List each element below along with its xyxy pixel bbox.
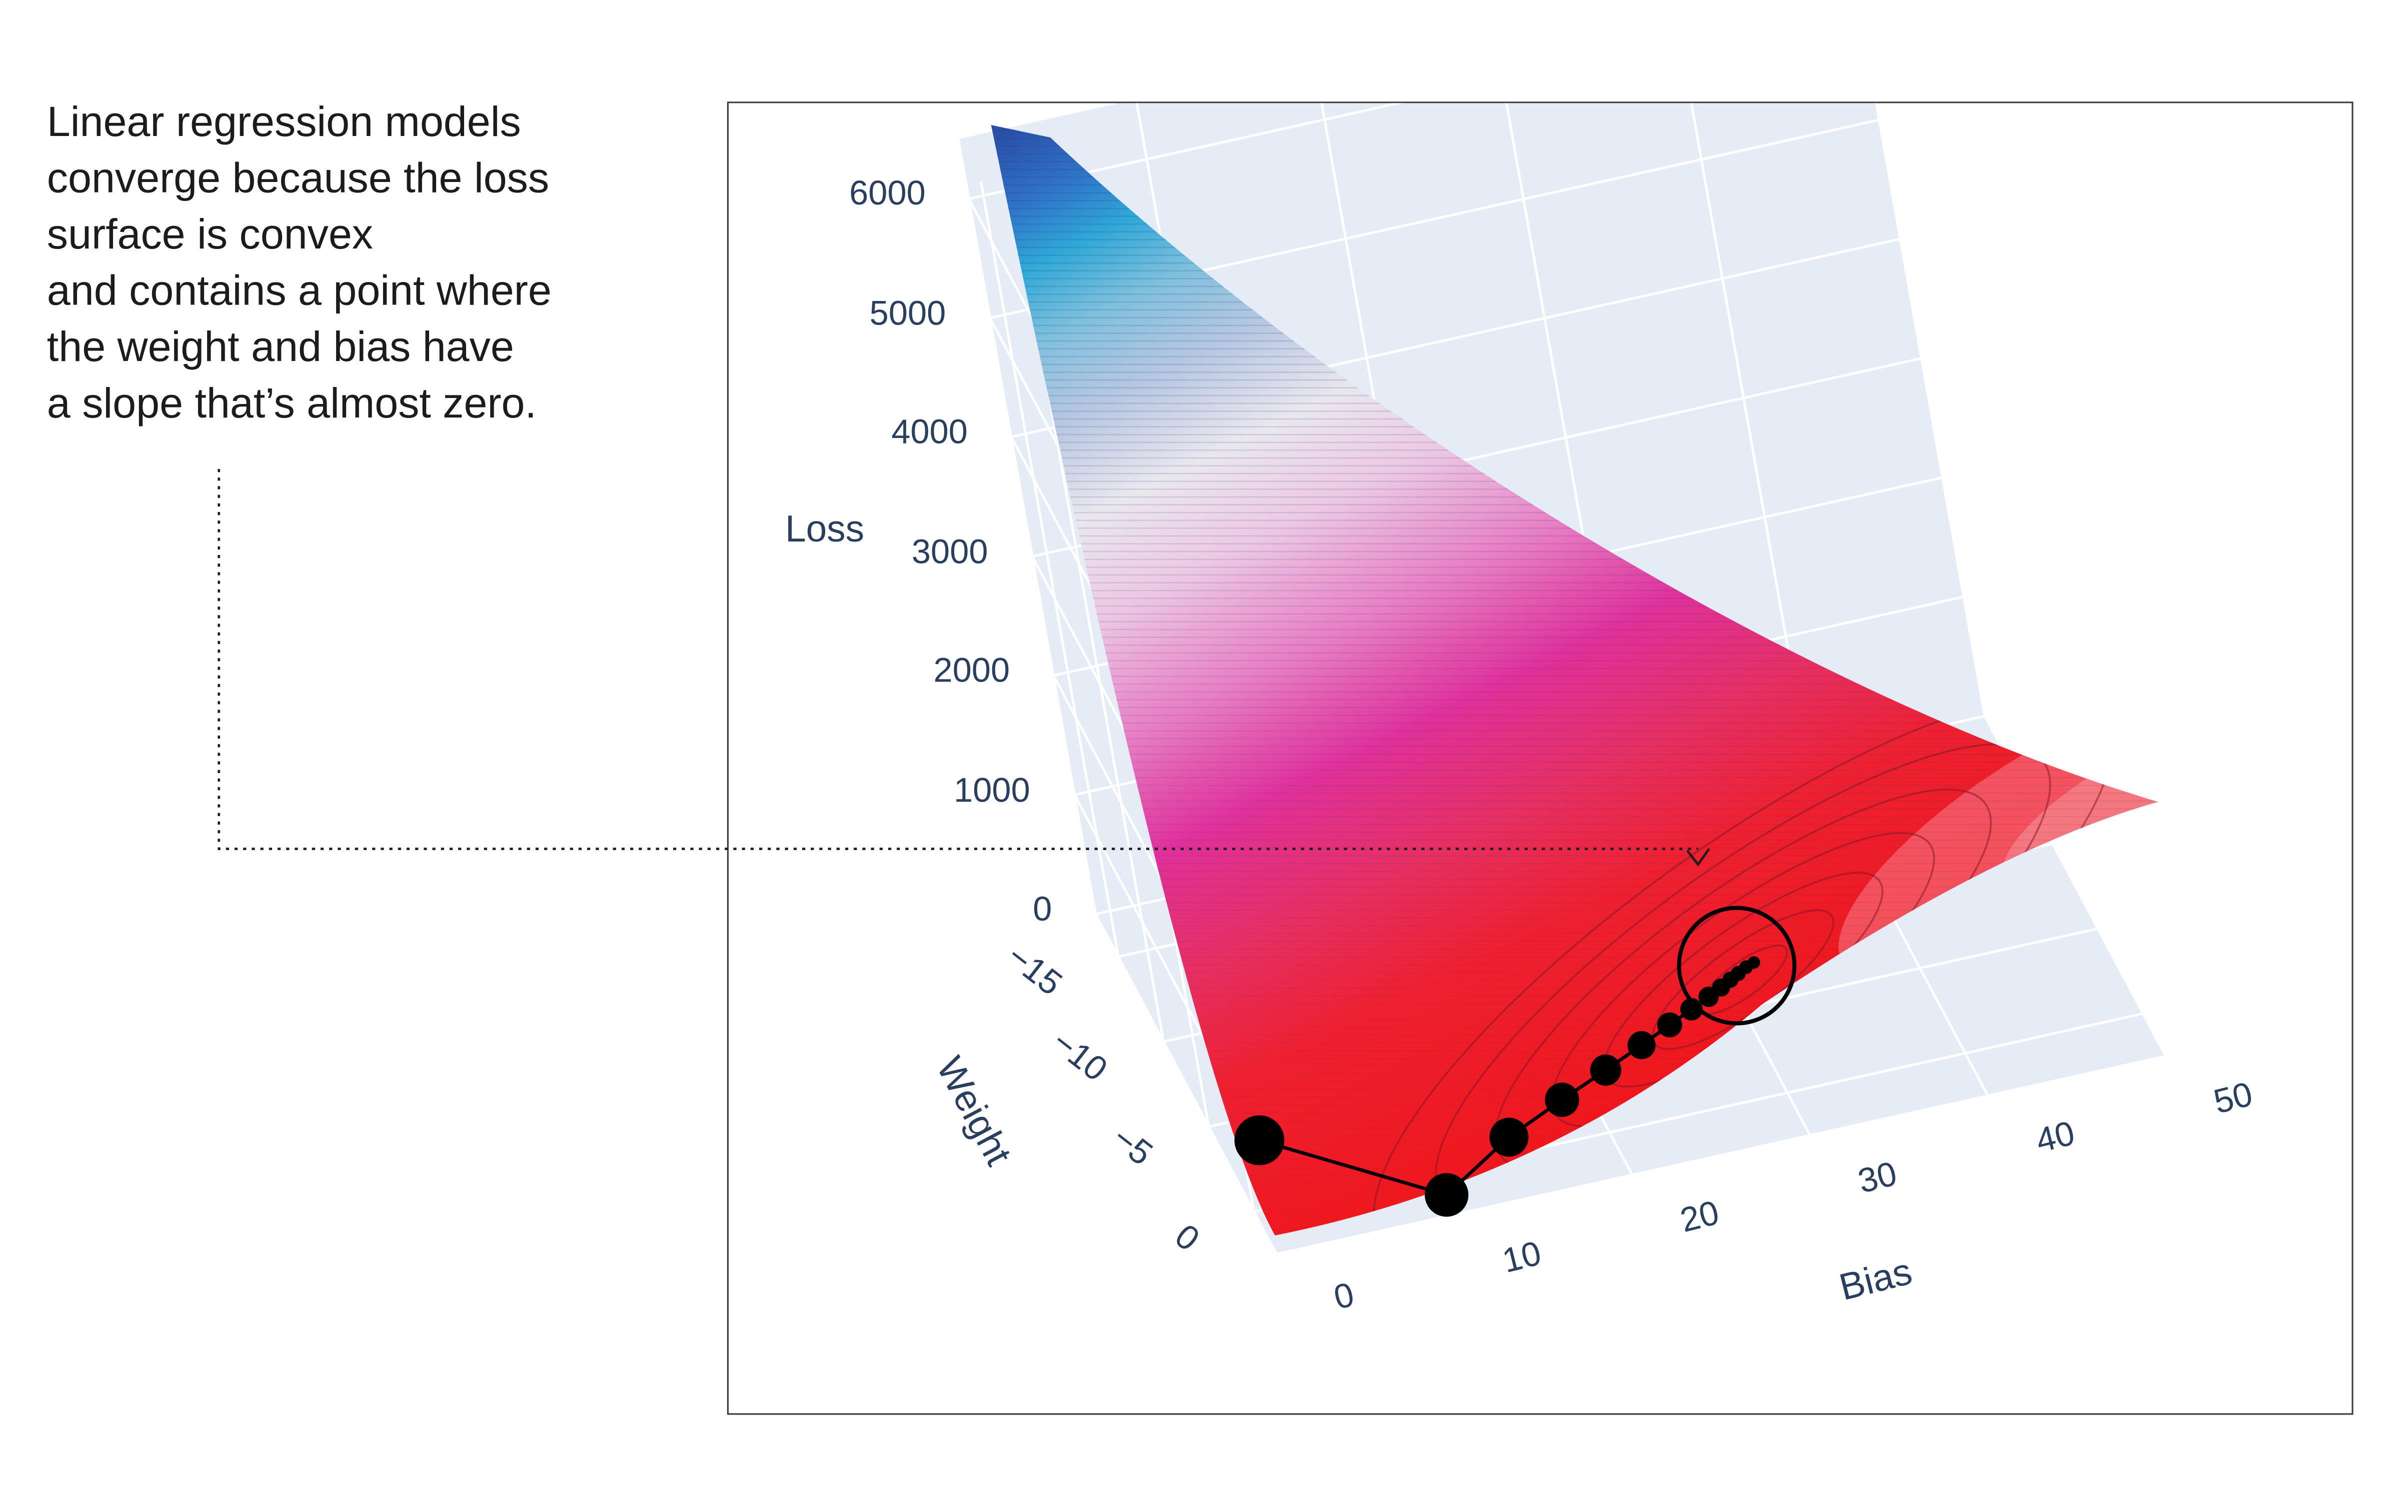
x-tick-label: 10 xyxy=(1499,1234,1545,1280)
x-axis-title: Bias xyxy=(1835,1250,1916,1308)
gradient-descent-point xyxy=(1545,1082,1579,1117)
z-axis-title: Loss xyxy=(785,508,864,550)
x-tick-label: 40 xyxy=(2032,1114,2078,1160)
gradient-descent-point xyxy=(1424,1173,1469,1217)
annotation-line: Linear regression models xyxy=(47,98,521,146)
annotation-line: converge because the loss xyxy=(47,154,550,202)
y-axis-title: Weight xyxy=(929,1050,1020,1172)
y-tick-label: −10 xyxy=(1045,1022,1115,1088)
gradient-descent-trajectory xyxy=(1234,906,1797,1217)
x-tick-label: 0 xyxy=(1330,1275,1358,1317)
z-tick-label: 3000 xyxy=(912,532,988,571)
z-tick-label: 2000 xyxy=(934,651,1010,690)
x-tick-label: 50 xyxy=(2210,1074,2256,1121)
z-tick-label: 5000 xyxy=(870,294,946,332)
z-tick-label: 0 xyxy=(1033,890,1052,928)
y-tick-label: 0 xyxy=(1168,1216,1206,1258)
z-tick-label: 6000 xyxy=(849,174,926,212)
gradient-descent-point xyxy=(1680,998,1703,1021)
annotation-line: a slope that’s almost zero. xyxy=(47,380,537,427)
annotation-line: the weight and bias have xyxy=(47,324,514,371)
chart-frame: 0 1000 2000 3000 4000 5000 6000 0 −5 −10… xyxy=(727,102,2353,1415)
gradient-descent-point xyxy=(1489,1118,1529,1157)
x-tick-label: 20 xyxy=(1676,1193,1723,1240)
y-tick-label: −5 xyxy=(1105,1118,1160,1173)
minimum-circle xyxy=(1677,906,1797,1026)
annotation-line: surface is convex xyxy=(47,211,373,258)
annotation-text: Linear regression models converge becaus… xyxy=(47,94,719,432)
z-tick-label: 4000 xyxy=(891,412,968,450)
y-tick-label: −15 xyxy=(1000,936,1069,1002)
loss-surface-3d-plot: 0 1000 2000 3000 4000 5000 6000 0 −5 −10… xyxy=(785,103,2256,1317)
gradient-descent-point xyxy=(1747,956,1760,969)
gradient-descent-point xyxy=(1657,1012,1682,1038)
gradient-descent-point xyxy=(1234,1115,1285,1166)
gradient-descent-point xyxy=(1627,1031,1656,1060)
gradient-descent-point xyxy=(1590,1054,1621,1086)
x-tick-label: 30 xyxy=(1854,1154,1901,1200)
annotation-line: and contains a point where xyxy=(47,267,552,314)
z-tick-label: 1000 xyxy=(954,771,1030,810)
